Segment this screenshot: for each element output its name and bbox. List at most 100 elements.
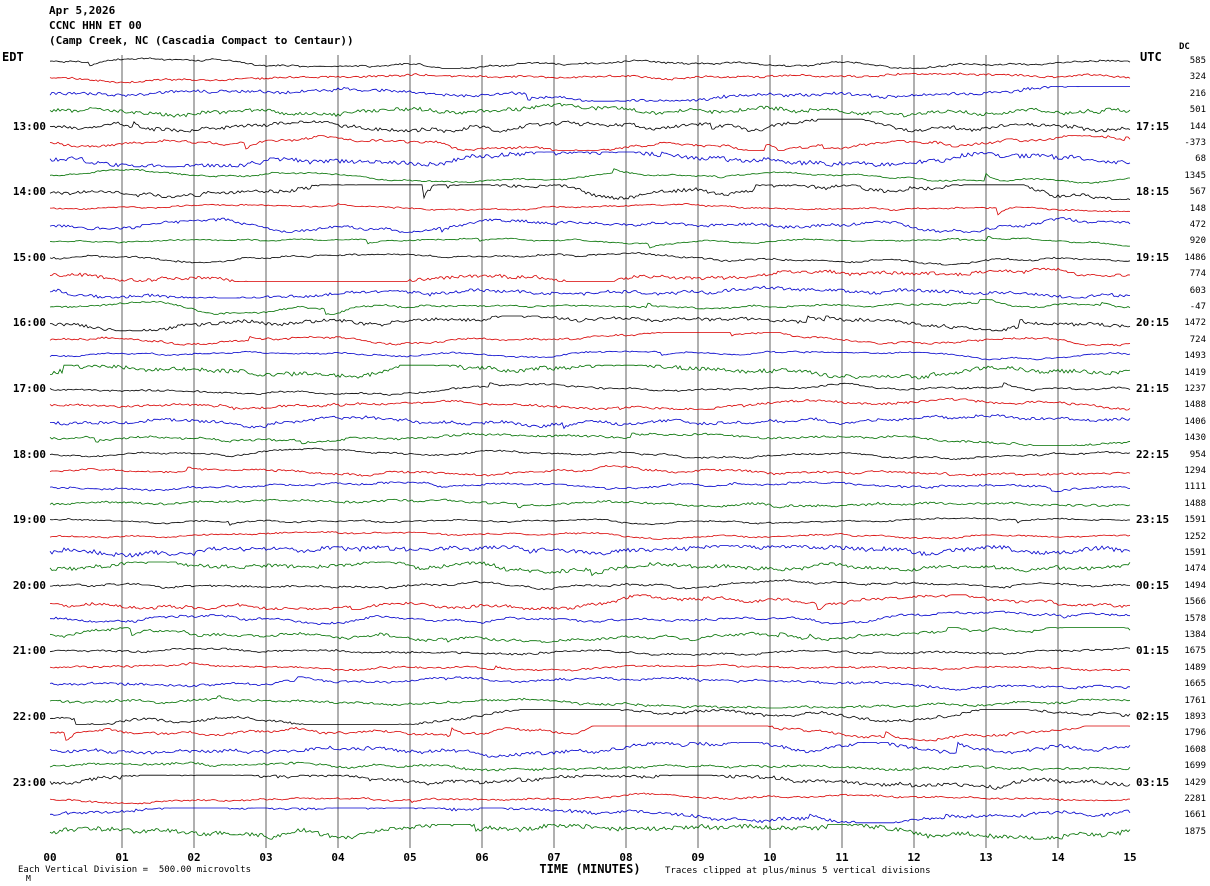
seismic-trace [49,481,1131,493]
clip-note: Traces clipped at plus/minus 5 vertical … [665,866,931,876]
dc-offset-value: 501 [1189,105,1206,116]
edt-time-label: 17:00 [12,382,46,395]
dc-offset-value: 585 [1189,56,1206,66]
edt-time-label: 15:00 [12,250,46,264]
seismic-trace [49,725,1131,742]
plot-date: Apr 5,2026 [49,4,116,17]
dc-offset-value: 1294 [1184,466,1206,476]
dc-offset-value: 1472 [1184,318,1206,329]
x-tick-label: 10 [763,851,777,864]
edt-time-label: 19:00 [12,513,46,527]
dc-offset-value: 1419 [1184,367,1206,378]
seismic-trace [49,498,1131,509]
utc-time-label: 18:15 [1136,185,1170,199]
x-tick-label: 00 [43,851,57,864]
dc-offset-value: 1661 [1184,810,1206,821]
left-timezone-label: EDT [2,50,24,64]
x-tick-label: 13 [979,851,993,864]
station-name: (Camp Creek, NC (Cascadia Compact to Cen… [49,34,354,47]
utc-time-label: 01:15 [1136,644,1170,658]
x-tick-label: 05 [403,851,417,864]
dc-offset-value: 216 [1189,88,1206,99]
seismic-trace [49,709,1131,725]
dc-offset-value: -373 [1184,138,1206,148]
utc-time-label: 19:15 [1136,250,1170,264]
dc-offset-value: 1493 [1184,351,1206,362]
seismic-trace [49,57,1131,69]
edt-time-label: 13:00 [12,119,46,133]
utc-time-label: 22:15 [1136,447,1170,461]
seismic-trace [49,661,1131,672]
dc-offset-value: 1486 [1184,252,1206,263]
seismic-trace [49,252,1131,266]
x-tick-label: 14 [1051,851,1065,864]
seismic-trace [49,364,1131,380]
dc-offset-value: 603 [1189,285,1206,296]
dc-offset-value: 1111 [1184,482,1206,493]
dc-offset-value: 1665 [1184,679,1206,690]
x-tick-label: 15 [1123,851,1137,864]
utc-time-label: 00:15 [1136,578,1170,592]
x-tick-label: 11 [835,851,849,864]
dc-offset-value: 724 [1189,334,1206,345]
dc-offset-value: 1675 [1184,646,1206,657]
edt-time-label: 16:00 [12,316,46,330]
seismic-trace [49,118,1131,134]
edt-time-label: 18:00 [12,447,46,461]
dc-offset-value: 1252 [1184,531,1206,542]
x-tick-label: 07 [547,851,561,864]
seismic-trace [49,331,1131,347]
dc-offset-value: 1488 [1184,400,1206,411]
dc-offset-value: 1406 [1184,416,1206,427]
corner-mark: M [26,874,31,883]
seismic-trace [49,610,1131,625]
seismic-trace [49,792,1131,805]
seismic-trace [49,86,1130,102]
seismic-trace [49,102,1131,118]
seismic-trace [49,432,1131,447]
seismic-trace [49,627,1131,643]
utc-time-label: 03:15 [1136,775,1170,789]
seismic-trace [49,267,1131,283]
dc-offset-value: 1488 [1184,498,1206,509]
utc-time-label: 20:15 [1136,316,1170,330]
dc-offset-value: 472 [1189,220,1206,230]
dc-offset-value: 1796 [1184,728,1206,739]
dc-offset-value: 954 [1189,449,1206,460]
x-tick-label: 04 [331,851,345,864]
seismic-trace [49,807,1131,824]
dc-offset-value: 68 [1195,154,1206,165]
seismic-trace [50,579,1131,591]
seismic-trace [49,217,1131,233]
dc-offset-value: 1345 [1184,170,1206,181]
edt-time-label: 20:00 [12,578,46,592]
seismic-trace [49,676,1131,691]
dc-offset-value: 1494 [1184,580,1206,591]
dc-offset-value: -47 [1189,302,1206,312]
dc-offset-value: 1489 [1184,662,1206,673]
utc-time-label: 17:15 [1136,119,1170,133]
seismic-trace [49,135,1131,151]
dc-offset-value: 1893 [1184,712,1206,722]
utc-time-label: 02:15 [1136,710,1170,723]
seismic-trace [49,544,1131,558]
seismic-trace [49,72,1131,84]
seismic-trace [49,530,1131,540]
edt-time-label: 14:00 [12,185,46,199]
dc-offset-value: 1591 [1184,515,1206,526]
x-axis-title: TIME (MINUTES) [539,862,641,876]
utc-time-label: 23:15 [1136,513,1170,527]
edt-time-label: 21:00 [12,644,46,658]
seismic-trace [50,203,1131,216]
station-code: CCNC HHN ET 00 [49,19,142,32]
seismic-trace [49,594,1131,611]
dc-offset-value: 148 [1189,203,1206,214]
dc-offset-value: 920 [1189,236,1206,247]
seismic-trace [49,774,1131,790]
dc-column-header: DC [1179,42,1190,52]
dc-offset-value: 1699 [1184,761,1206,772]
seismic-trace [49,236,1131,249]
seismic-trace [49,465,1131,477]
seismic-trace [49,517,1131,526]
